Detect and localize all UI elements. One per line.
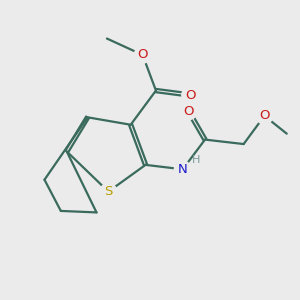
Text: S: S [104, 185, 112, 198]
Circle shape [174, 161, 191, 178]
Text: O: O [183, 105, 194, 118]
Text: O: O [185, 88, 195, 101]
Circle shape [256, 107, 273, 124]
Circle shape [180, 103, 197, 120]
Text: O: O [259, 109, 270, 122]
Circle shape [182, 87, 198, 103]
Circle shape [134, 46, 151, 63]
Text: H: H [192, 155, 200, 165]
Text: N: N [178, 163, 188, 176]
Circle shape [100, 183, 117, 200]
Text: O: O [137, 48, 148, 62]
